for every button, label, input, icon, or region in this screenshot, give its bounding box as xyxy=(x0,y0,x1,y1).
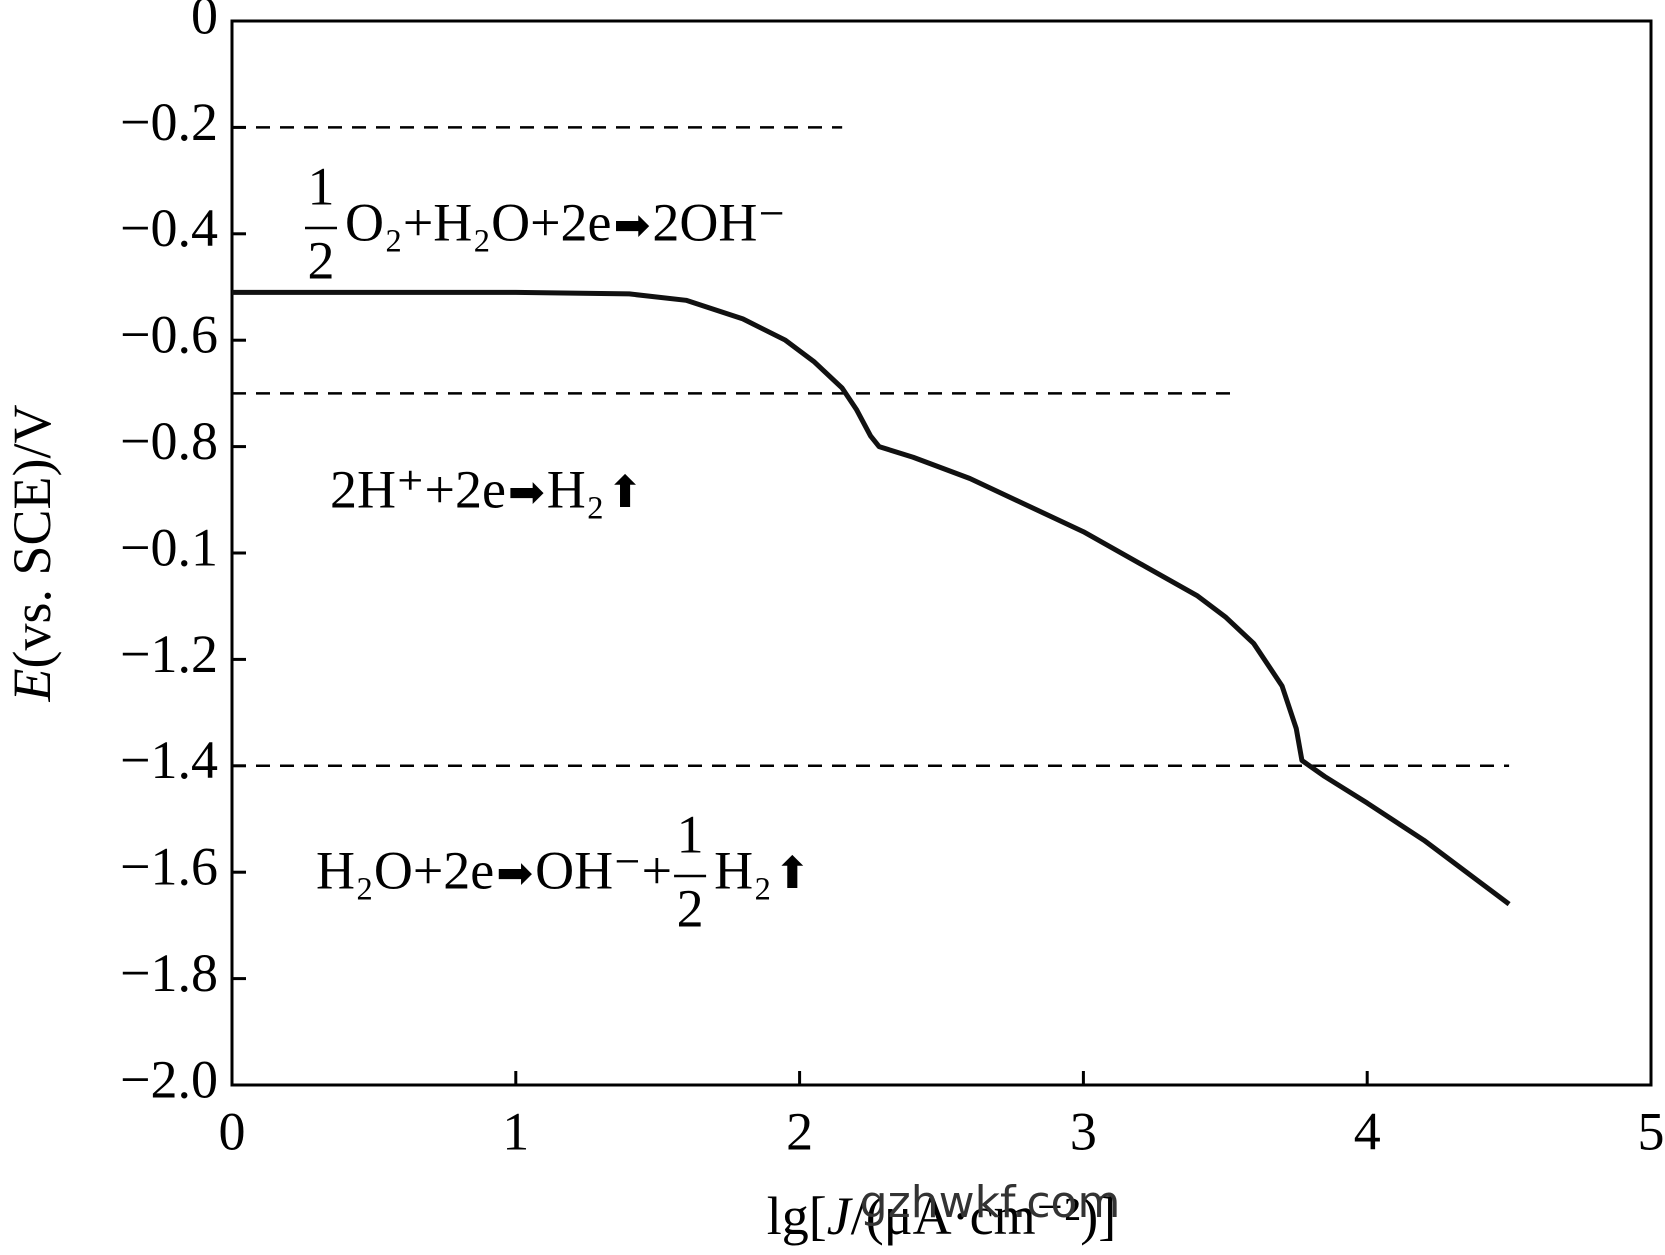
annotation-text: H₂ xyxy=(547,459,605,519)
x-axis-title-part: /(μA·cm⁻²)] xyxy=(851,1186,1117,1246)
y-axis-title-part: E xyxy=(2,669,62,703)
arrow-symbol: ➡ xyxy=(508,467,545,518)
y-axis-title: E(vs. SCE)/V xyxy=(2,404,62,702)
x-axis-title: lg[J/(μA·cm⁻²)] xyxy=(767,1186,1117,1246)
y-tick-label: −1.2 xyxy=(120,624,218,684)
annotation-text: O₂+H₂O+2e xyxy=(345,192,612,252)
y-tick-label: −0.4 xyxy=(120,198,218,258)
x-tick-label: 4 xyxy=(1354,1101,1381,1161)
y-tick-label: −0.1 xyxy=(120,517,218,577)
fraction-numerator: 1 xyxy=(308,156,335,216)
line-series xyxy=(232,289,1511,907)
annotation-text: OH⁻+ xyxy=(535,840,672,900)
y-tick-label: −0.8 xyxy=(120,411,218,471)
x-tick-label: 3 xyxy=(1070,1101,1097,1161)
y-tick-label: −0.2 xyxy=(120,92,218,152)
fraction-denominator: 2 xyxy=(677,878,704,938)
arrow-symbol: ➡ xyxy=(614,200,651,251)
fraction-numerator: 1 xyxy=(677,804,704,864)
y-axis-title-part: (vs. SCE)/V xyxy=(2,404,62,668)
annotation-text: 2OH⁻ xyxy=(652,192,786,252)
y-tick-label: 0 xyxy=(191,0,218,45)
annotation-text: H₂O+2e xyxy=(316,840,494,900)
arrow-symbol: ⬆ xyxy=(774,848,811,899)
annotation-text: H₂ xyxy=(714,840,772,900)
plot-frame xyxy=(230,19,1653,1087)
x-axis-title-part: lg[ xyxy=(767,1186,827,1246)
y-tick-label: −1.8 xyxy=(120,943,218,1003)
x-tick-label: 1 xyxy=(502,1101,529,1161)
y-tick-label: −2.0 xyxy=(120,1049,218,1109)
fraction-denominator: 2 xyxy=(308,230,335,290)
x-tick-label: 0 xyxy=(219,1101,246,1161)
arrow-symbol: ⬆ xyxy=(607,467,644,518)
x-axis-title-part: J xyxy=(827,1186,854,1246)
x-tick-label: 2 xyxy=(786,1101,813,1161)
annotation-text: 2H⁺+2e xyxy=(330,459,506,519)
x-tick-label: 5 xyxy=(1638,1101,1665,1161)
y-tick-label: −0.6 xyxy=(120,305,218,365)
arrow-symbol: ➡ xyxy=(496,848,533,899)
y-tick-label: −1.4 xyxy=(120,730,218,790)
y-tick-label: −1.6 xyxy=(120,837,218,897)
watermark: gzhwkf.com xyxy=(860,1177,1121,1228)
